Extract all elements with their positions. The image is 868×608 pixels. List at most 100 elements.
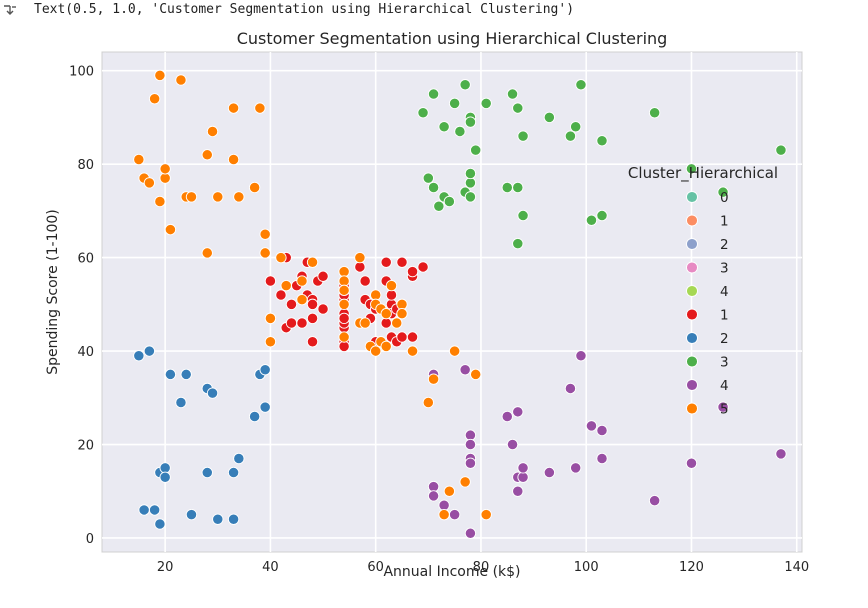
x-tick-label: 80 [473,560,490,575]
point-cluster-2 [175,396,187,409]
output-expand-icon[interactable] [2,2,18,18]
point-cluster-5 [338,265,350,278]
legend-label: 1 [720,308,729,324]
y-tick-label: 40 [77,345,94,360]
point-cluster-2 [143,345,156,357]
point-cluster-5 [391,317,403,329]
point-cluster-1 [275,289,287,301]
point-cluster-3 [427,88,440,100]
y-tick-label: 80 [77,158,94,173]
point-cluster-5 [422,396,434,409]
point-cluster-3 [501,181,513,194]
point-cluster-5 [438,508,450,521]
legend-label: 3 [720,261,729,277]
point-cluster-1 [296,317,308,329]
point-cluster-5 [159,172,171,184]
point-cluster-1 [285,317,298,329]
point-cluster-1 [380,317,392,329]
point-cluster-3 [685,163,698,175]
point-cluster-1 [338,340,350,353]
point-cluster-3 [448,97,461,110]
cell-output-row: Text(0.5, 1.0, 'Customer Segmentation us… [0,0,868,22]
y-tick-label: 60 [77,252,94,267]
point-cluster-5 [143,177,156,189]
x-tick-labels: 20 40 60 80 100 120 140 [157,560,809,575]
point-cluster-4 [464,457,477,469]
point-cluster-5 [259,228,271,240]
point-cluster-1 [406,331,419,343]
point-cluster-1 [285,298,298,310]
chart-title: Customer Segmentation using Hierarchical… [237,29,668,48]
point-cluster-3 [464,116,477,128]
point-cluster-4 [775,448,787,460]
point-cluster-5 [396,298,408,310]
point-cluster-4 [585,420,598,432]
point-cluster-3 [570,121,582,133]
point-cluster-5 [154,195,166,208]
point-cluster-5 [185,191,198,203]
point-cluster-2 [159,471,171,483]
point-cluster-4 [517,462,529,474]
point-cluster-4 [448,508,461,521]
point-cluster-3 [512,102,524,114]
point-cluster-5 [380,308,392,320]
point-cluster-5 [406,345,419,357]
point-cluster-3 [438,121,450,133]
point-cluster-1 [306,336,319,348]
point-cluster-5 [280,279,292,292]
point-cluster-3 [464,177,477,189]
plot-area [101,51,803,553]
legend-marker [686,191,698,203]
point-cluster-2 [138,504,150,516]
point-cluster-3 [480,97,492,110]
point-cluster-5 [338,275,350,287]
point-cluster-3 [433,200,445,212]
point-cluster-5 [164,223,177,236]
point-cluster-5 [206,125,219,138]
point-cluster-5 [227,102,240,114]
point-cluster-1 [317,303,329,315]
point-cluster-4 [717,401,729,413]
x-tick-label: 40 [262,560,279,575]
y-tick-label: 100 [69,65,94,80]
x-axis-label: Annual Income (k$) [383,564,520,580]
point-cluster-2 [133,350,145,362]
point-cluster-5 [201,247,213,259]
legend-label: 2 [720,237,729,253]
legend-marker [686,261,698,274]
x-tick-label: 120 [679,560,704,575]
point-cluster-3 [464,191,477,203]
point-cluster-5 [154,69,166,82]
point-cluster-1 [306,312,319,325]
point-cluster-4 [512,485,524,497]
point-cluster-2 [154,518,166,530]
point-cluster-1 [264,275,277,287]
point-cluster-3 [512,237,524,250]
point-cluster-3 [596,135,608,147]
point-cluster-4 [543,466,556,479]
point-cluster-5 [159,163,171,175]
legend-label: 1 [720,214,729,230]
point-cluster-4 [685,457,698,469]
point-cluster-5 [264,312,277,325]
point-cluster-1 [359,275,371,287]
point-cluster-5 [396,308,408,320]
legend-marker [686,238,698,250]
point-cluster-4 [464,527,477,539]
legend-label: 3 [720,355,729,371]
point-cluster-2 [259,364,271,376]
point-cluster-1 [338,312,350,325]
point-cluster-3 [585,214,598,226]
point-cluster-3 [512,181,524,194]
point-cluster-5 [354,251,366,264]
point-cluster-5 [264,336,277,348]
point-cluster-5 [448,345,461,357]
y-tick-label: 0 [86,532,94,547]
point-cluster-2 [148,504,161,516]
point-cluster-4 [506,438,519,451]
point-cluster-1 [354,261,366,273]
point-cluster-1 [317,270,329,282]
point-cluster-4 [464,429,477,441]
point-cluster-3 [564,130,577,142]
point-cluster-5 [459,476,471,488]
